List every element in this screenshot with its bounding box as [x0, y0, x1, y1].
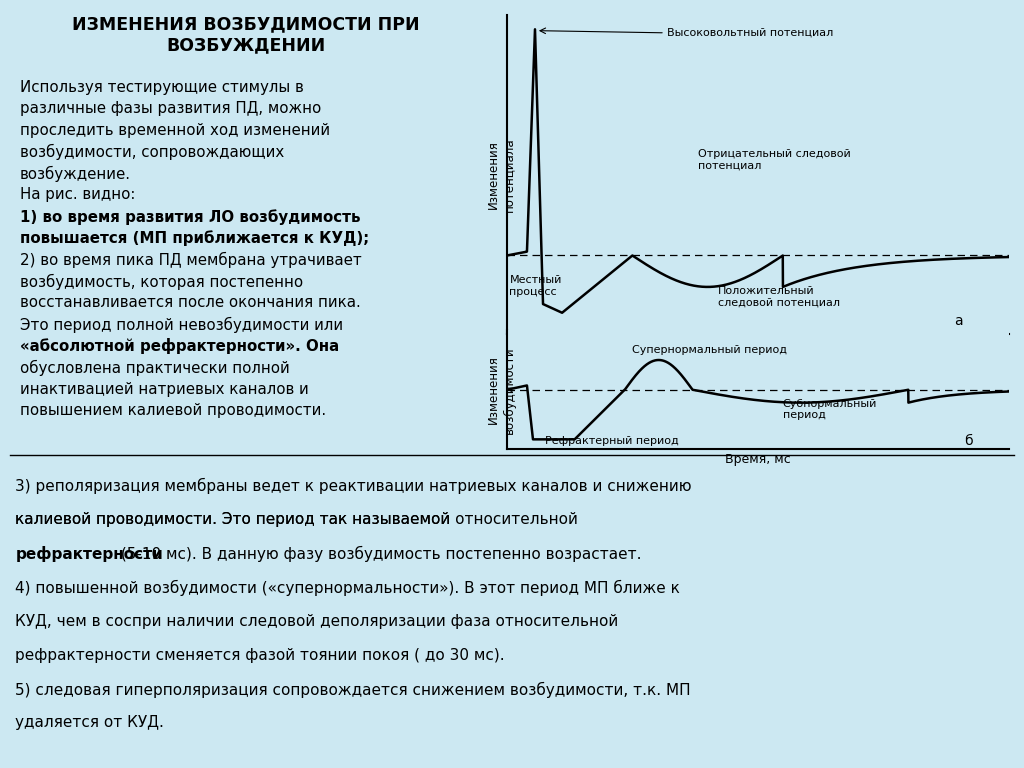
Text: ИЗМЕНЕНИЯ ВОЗБУДИМОСТИ ПРИ
ВОЗБУЖДЕНИИ: ИЗМЕНЕНИЯ ВОЗБУДИМОСТИ ПРИ ВОЗБУЖДЕНИИ [72, 15, 420, 55]
Text: 1) во время развития ЛО возбудимость: 1) во время развития ЛО возбудимость [19, 209, 360, 225]
Text: Высоковольтный потенциал: Высоковольтный потенциал [668, 28, 834, 38]
Text: Местный
процесс: Местный процесс [509, 275, 562, 296]
Text: рефрактерности: рефрактерности [15, 545, 163, 561]
Text: различные фазы развития ПД, можно: различные фазы развития ПД, можно [19, 101, 321, 116]
Text: Отрицательный следовой
потенциал: Отрицательный следовой потенциал [697, 149, 850, 170]
Text: возбудимости, сопровождающих: возбудимости, сопровождающих [19, 144, 284, 161]
Text: а: а [954, 314, 963, 328]
Text: Супернормальный период: Супернормальный период [632, 345, 787, 355]
Text: На рис. видно:: На рис. видно: [19, 187, 135, 203]
Text: 4) повышенной возбудимости («супернормальности»). В этот период МП ближе к: 4) повышенной возбудимости («супернормал… [15, 580, 680, 596]
Y-axis label: Изменения
потенциала: Изменения потенциала [487, 137, 515, 212]
Text: повышением калиевой проводимости.: повышением калиевой проводимости. [19, 403, 326, 418]
Text: Используя тестирующие стимулы в: Используя тестирующие стимулы в [19, 80, 303, 94]
Text: калиевой проводимости. Это период так называемой относительной: калиевой проводимости. Это период так на… [15, 511, 626, 527]
Text: «абсолютной рефрактерности». Она: «абсолютной рефрактерности». Она [19, 339, 339, 354]
Text: б: б [965, 435, 973, 449]
Text: рефрактерности сменяется фазой тоянии покоя ( до 30 мс).: рефрактерности сменяется фазой тоянии по… [15, 647, 505, 663]
Text: проследить временной ход изменений: проследить временной ход изменений [19, 123, 330, 137]
Text: Это период полной невозбудимости или: Это период полной невозбудимости или [19, 317, 343, 333]
Text: возбудимость, которая постепенно: возбудимость, которая постепенно [19, 273, 303, 290]
Text: обусловлена практически полной: обусловлена практически полной [19, 360, 290, 376]
Text: Субнормальный
период: Субнормальный период [782, 399, 878, 420]
Text: Положительный
следовой потенциал: Положительный следовой потенциал [718, 286, 840, 308]
Text: удаляется от КУД.: удаляется от КУД. [15, 716, 164, 730]
Text: (5-10 мс). В данную фазу возбудимость постепенно возрастает.: (5-10 мс). В данную фазу возбудимость по… [117, 545, 642, 561]
Text: КУД, чем в соспри наличии следовой деполяризации фаза относительной: КУД, чем в соспри наличии следовой депол… [15, 614, 618, 628]
Text: 5) следовая гиперполяризация сопровождается снижением возбудимости, т.к. МП: 5) следовая гиперполяризация сопровождае… [15, 681, 691, 697]
X-axis label: Время, мс: Время, мс [725, 453, 791, 466]
Text: инактивацией натриевых каналов и: инактивацией натриевых каналов и [19, 382, 308, 396]
Text: повышается (МП приближается к КУД);: повышается (МП приближается к КУД); [19, 230, 369, 247]
Text: Рефрактерный период: Рефрактерный период [545, 436, 678, 446]
Y-axis label: Изменения
возбудимости: Изменения возбудимости [487, 346, 515, 434]
Text: калиевой проводимости. Это период так называемой относительной: калиевой проводимости. Это период так на… [15, 511, 579, 527]
Text: восстанавливается после окончания пика.: восстанавливается после окончания пика. [19, 296, 360, 310]
Text: 3) реполяризация мембраны ведет к реактивации натриевых каналов и снижению: 3) реполяризация мембраны ведет к реакти… [15, 478, 692, 494]
Text: возбуждение.: возбуждение. [19, 166, 131, 182]
Text: калиевой проводимости. Это период так называемой: калиевой проводимости. Это период так на… [15, 511, 456, 527]
Text: 2) во время пика ПД мембрана утрачивает: 2) во время пика ПД мембрана утрачивает [19, 252, 361, 268]
